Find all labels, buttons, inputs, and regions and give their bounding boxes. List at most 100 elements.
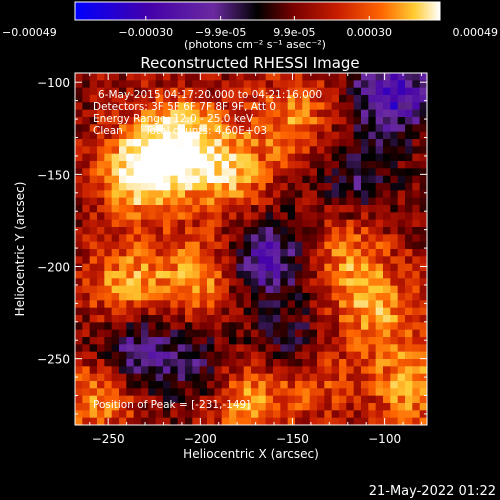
heatmap-cell [375, 307, 384, 316]
heatmap-cell [265, 117, 274, 125]
heatmap-cell [361, 131, 369, 140]
heatmap-cell [170, 315, 179, 323]
heatmap-cell [287, 197, 296, 206]
heatmap-cell [317, 131, 325, 140]
heatmap-cell [82, 307, 91, 316]
heatmap-cell [361, 109, 369, 118]
heatmap-cell [339, 161, 347, 169]
heatmap-cell [331, 153, 340, 162]
heatmap-cell [133, 227, 142, 235]
heatmap-cell [89, 205, 98, 213]
heatmap-cell [412, 175, 421, 184]
heatmap-cell [214, 293, 223, 301]
heatmap-cell [346, 256, 355, 265]
heatmap-cell [75, 95, 83, 103]
heatmap-cell [273, 139, 281, 147]
heatmap-cell [287, 256, 296, 265]
heatmap-cell [280, 212, 289, 221]
heatmap-cell [155, 395, 164, 404]
heatmap-cell [317, 256, 325, 265]
heatmap-cell [133, 124, 142, 133]
heatmap-cell [163, 234, 171, 243]
heatmap-cell [163, 381, 171, 389]
heatmap-cell [368, 190, 377, 199]
heatmap-cell [265, 293, 274, 301]
heatmap-cell [97, 351, 105, 360]
heatmap-cell [89, 73, 98, 81]
heatmap-cell [309, 300, 318, 309]
heatmap-cell [419, 80, 427, 89]
heatmap-cell [236, 183, 245, 191]
heatmap-cell [104, 212, 113, 221]
heatmap-cell [192, 197, 201, 206]
heatmap-cell [368, 227, 377, 235]
x-tick-label: −200 [184, 432, 217, 446]
heatmap-cell [207, 395, 215, 404]
heatmap-cell [375, 300, 384, 309]
heatmap-cell [375, 80, 384, 89]
heatmap-cell [251, 381, 259, 389]
heatmap-cell [243, 417, 252, 425]
heatmap-cell [199, 263, 208, 272]
heatmap-cell [361, 124, 369, 133]
heatmap-cell [339, 73, 347, 81]
heatmap-cell [82, 161, 91, 169]
heatmap-cell [236, 219, 245, 228]
heatmap-cell [148, 175, 157, 184]
heatmap-cell [346, 388, 355, 397]
heatmap-cell [185, 234, 193, 243]
heatmap-cell [170, 373, 179, 382]
heatmap-cell [155, 95, 164, 103]
heatmap-cell [317, 307, 325, 316]
heatmap-cell [375, 87, 384, 96]
annotation-detectors: Detectors: 3F 5F 6F 7F 8F 9F, Att 0 [93, 101, 276, 113]
heatmap-cell [133, 351, 142, 360]
heatmap-cell [397, 307, 406, 316]
heatmap-cell [361, 278, 369, 287]
heatmap-cell [419, 344, 427, 353]
heatmap-cell [258, 139, 267, 147]
heatmap-cell [317, 212, 325, 221]
heatmap-cell [405, 109, 413, 118]
heatmap-cell [302, 212, 311, 221]
heatmap-cell [119, 139, 127, 147]
heatmap-cell [133, 293, 142, 301]
heatmap-cell [192, 241, 201, 250]
heatmap-cell [280, 285, 289, 294]
heatmap-cell [383, 153, 391, 162]
heatmap-cell [177, 227, 186, 235]
heatmap-cell [397, 153, 406, 162]
heatmap-cell [221, 161, 230, 169]
heatmap-cell [412, 190, 421, 199]
heatmap-cell [383, 263, 391, 272]
heatmap-cell [324, 95, 333, 103]
heatmap-cell [397, 139, 406, 147]
heatmap-cell [273, 109, 281, 118]
heatmap-cell [309, 278, 318, 287]
heatmap-cell [155, 87, 164, 96]
heatmap-cell [405, 315, 413, 323]
heatmap-cell [75, 329, 83, 338]
heatmap-cell [177, 373, 186, 382]
heatmap-cell [317, 241, 325, 250]
heatmap-cell [185, 205, 193, 213]
heatmap-cell [148, 197, 157, 206]
heatmap-cell [309, 124, 318, 133]
heatmap-cell [397, 315, 406, 323]
heatmap-cell [273, 403, 281, 411]
heatmap-cell [148, 344, 157, 353]
heatmap-cell [75, 212, 83, 221]
heatmap-cell [287, 373, 296, 382]
heatmap-cell [126, 131, 135, 140]
heatmap-cell [133, 410, 142, 419]
heatmap-cell [75, 102, 83, 111]
heatmap-cell [104, 205, 113, 213]
heatmap-cell [104, 293, 113, 301]
heatmap-cell [243, 300, 252, 309]
heatmap-cell [126, 307, 135, 316]
heatmap-cell [170, 95, 179, 103]
heatmap-cell [390, 117, 399, 125]
heatmap-cell [192, 212, 201, 221]
heatmap-cell [97, 109, 105, 118]
heatmap-cell [207, 241, 215, 250]
